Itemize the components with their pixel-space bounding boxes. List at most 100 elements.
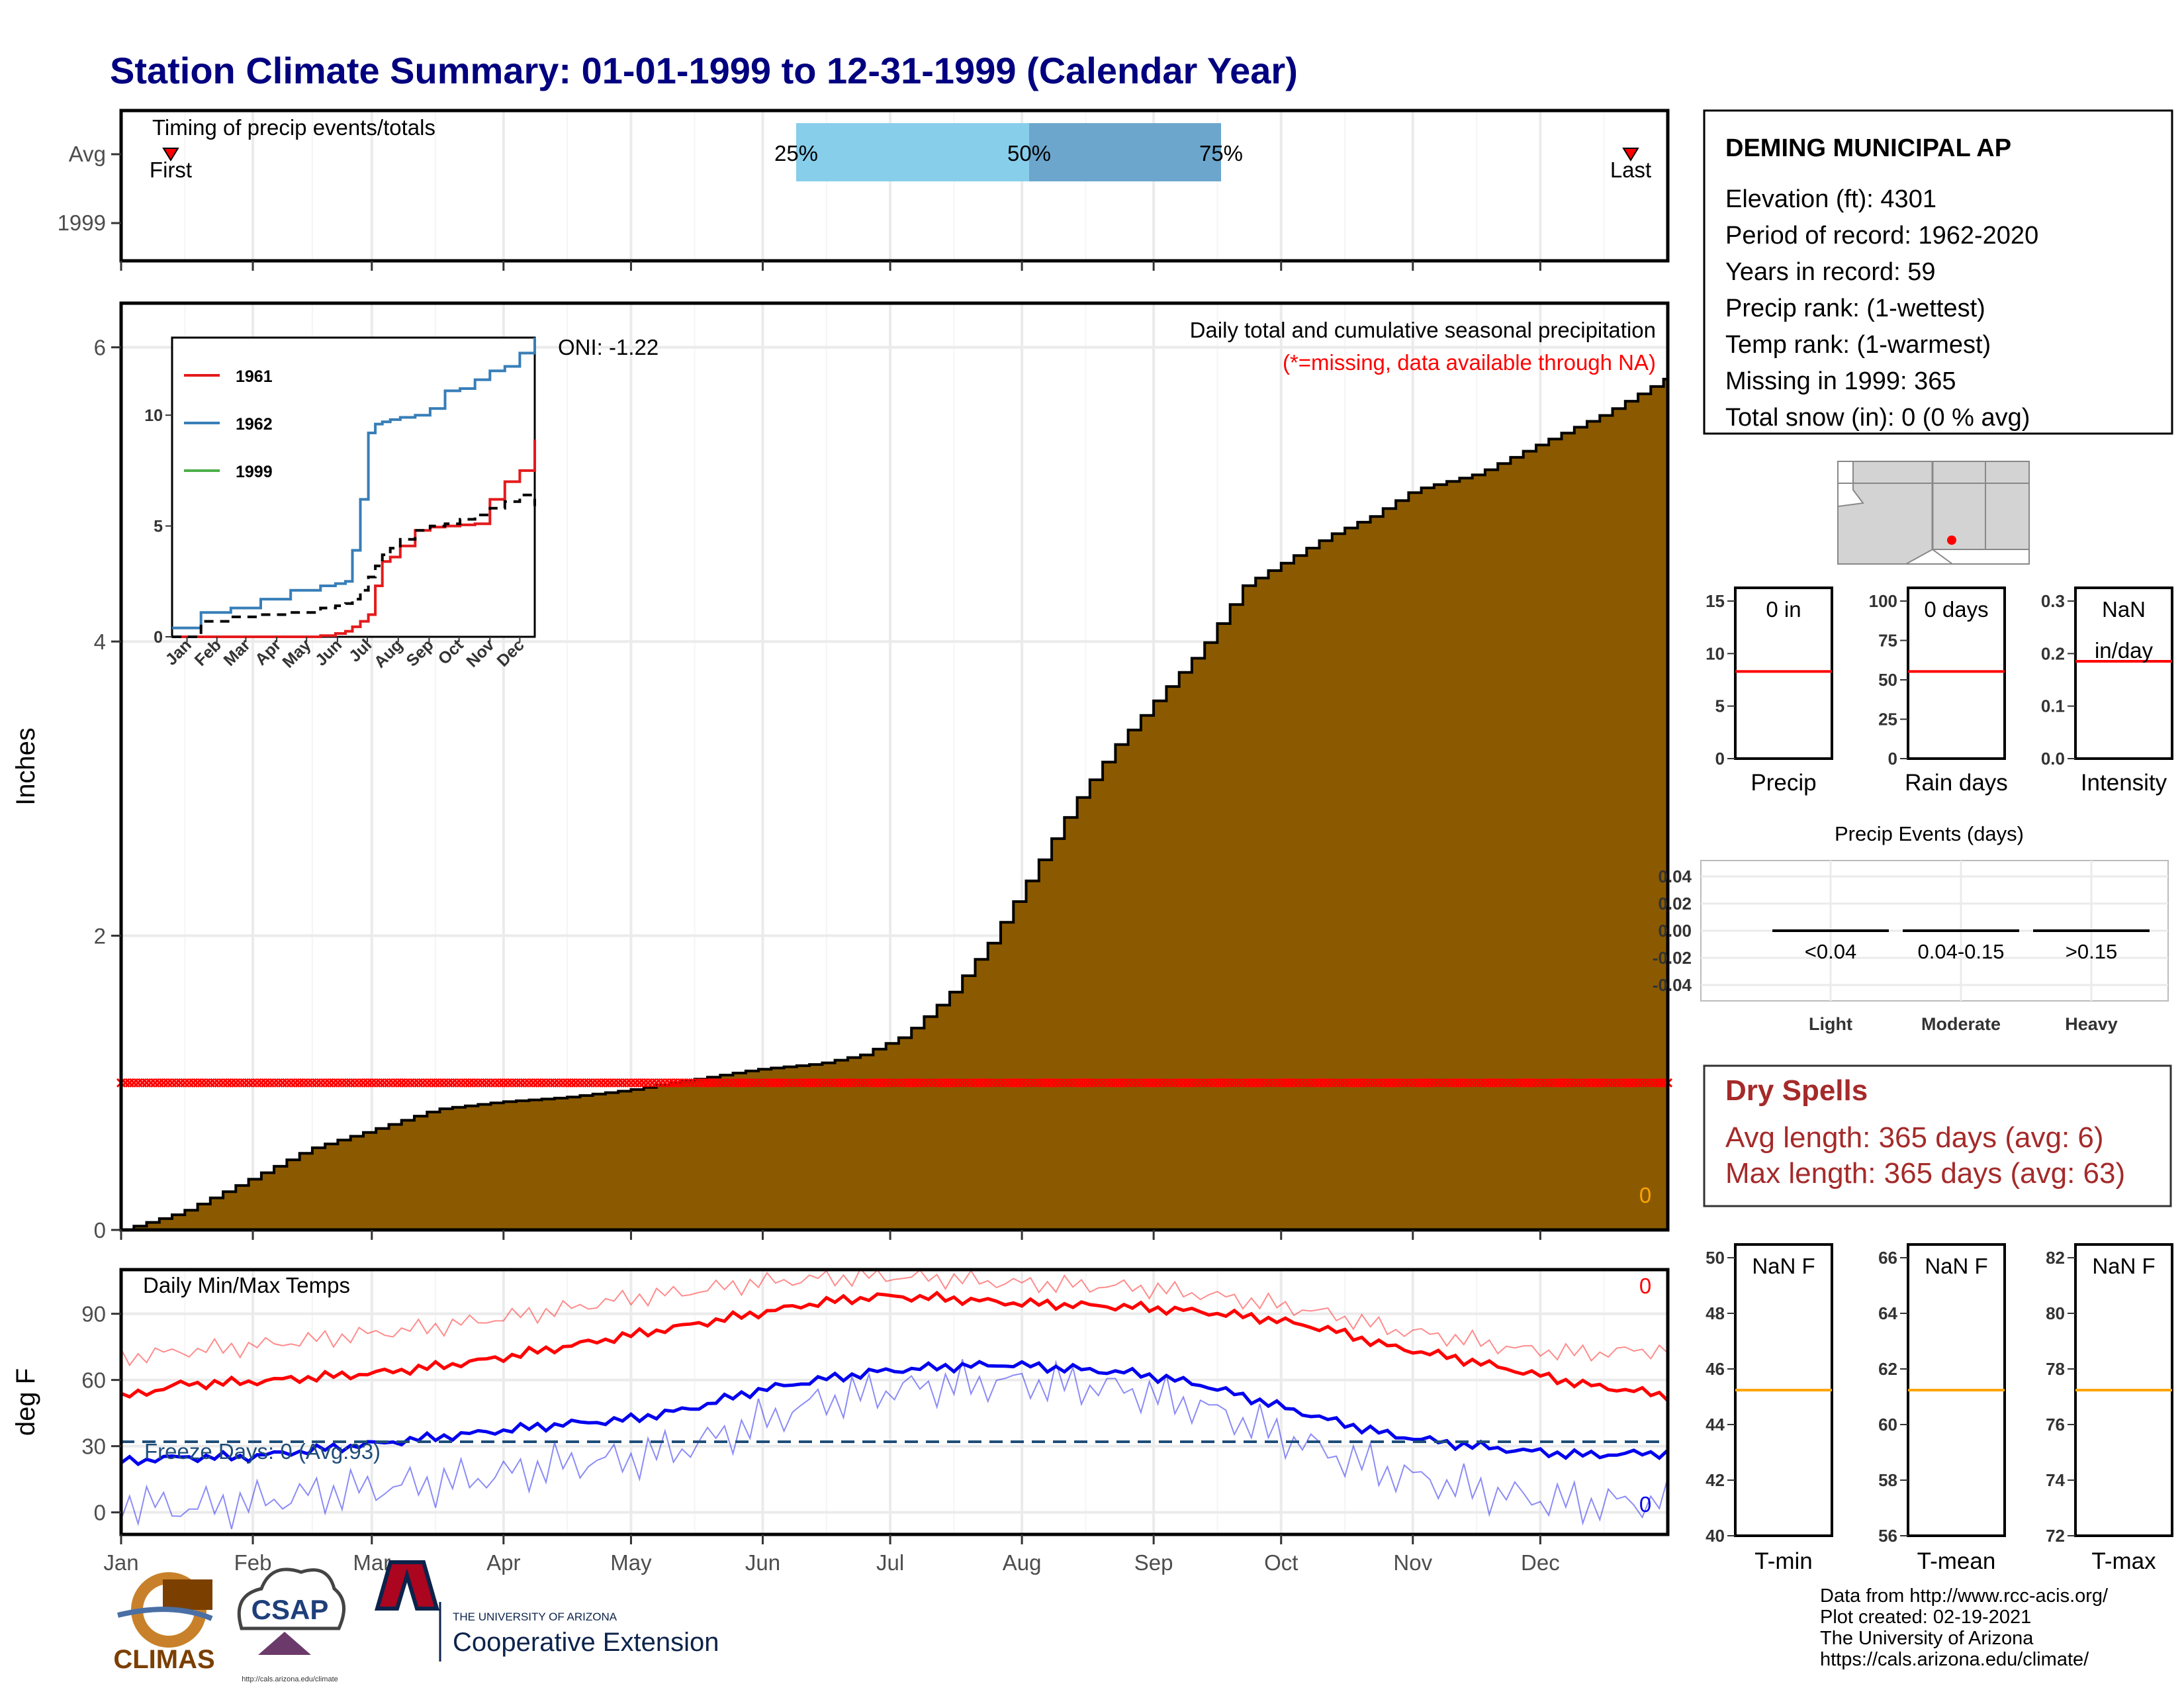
gauge-value: NaN F <box>1752 1254 1815 1278</box>
x-tick-label: Sep <box>1134 1550 1173 1575</box>
timing-iqr-lower <box>796 123 1029 181</box>
gauge-label: Rain days <box>1905 770 2008 796</box>
x-tick-label: Jul <box>876 1550 904 1575</box>
temp-ylabel: deg F <box>11 1368 40 1436</box>
gauge-tick-label: 0 <box>1888 749 1897 769</box>
gauge-label: Precip <box>1751 770 1816 796</box>
gauge-value: 0 days <box>1924 597 1988 622</box>
gauge-tick-label: 15 <box>1706 591 1725 611</box>
station-location-marker <box>1947 536 1956 545</box>
gauge-value: 0 in <box>1766 597 1801 622</box>
events-title: Precip Events (days) <box>1835 822 2024 845</box>
timing-p50-label: 50% <box>1007 141 1051 165</box>
inset-series-1961 <box>172 440 536 638</box>
y-tick-label: 60 <box>81 1368 106 1393</box>
timing-p25-label: 25% <box>774 141 818 165</box>
gauge-frame <box>1734 586 1833 760</box>
inset-y-tick-label: 10 <box>144 406 163 425</box>
precip-frame <box>119 301 1670 1232</box>
temp-max-count: 0 <box>1639 1274 1651 1298</box>
gauge-tick-label: 75 <box>1878 631 1897 651</box>
dry-spells-title: Dry Spells <box>1725 1074 1868 1107</box>
events-y-tick-label: -0.02 <box>1653 948 1692 968</box>
temp-min-count: 0 <box>1639 1492 1651 1517</box>
gauge-label: T-mean <box>1917 1548 1996 1574</box>
dry-spells-avg: Avg length: 365 days (avg: 6) <box>1725 1121 2104 1154</box>
precip-annotation-title: Daily total and cumulative seasonal prec… <box>1190 318 1656 342</box>
gauge-tick-label: 0 <box>1715 749 1725 769</box>
gauge-tick-label: 50 <box>1878 670 1897 690</box>
x-tick-label: Feb <box>234 1550 272 1575</box>
gauge-tick-label: 74 <box>2046 1470 2065 1490</box>
gauge-t-max: NaN F 82 80 78 76 74 72 T-max <box>2046 1243 2173 1574</box>
y-tick-label: 0 <box>94 1501 106 1525</box>
gauge-tick-label: 72 <box>2046 1526 2065 1546</box>
timing-first-label: First <box>150 158 192 182</box>
precip-annotation-missing: (*=missing, data available through NA) <box>1283 350 1656 375</box>
timing-title: Timing of precip events/totals <box>152 115 435 140</box>
gauge-tick-label: 0.0 <box>2041 749 2065 769</box>
timing-last-label: Last <box>1610 158 1651 182</box>
events-range-label: 0.04-0.15 <box>1918 940 2005 963</box>
credit-line: The University of Arizona <box>1820 1628 2034 1649</box>
freeze-days-label: Freeze Days: 0 (Avg:93) <box>144 1439 381 1464</box>
temp-series-avg-max <box>120 1290 1669 1402</box>
gauge-rain-days: 0 days 100 75 50 25 0 Rain days <box>1869 586 2008 796</box>
station-line: Period of record: 1962-2020 <box>1725 222 2038 250</box>
events-category-label: Moderate <box>1921 1014 2001 1034</box>
page-title: Station Climate Summary: 01-01-1999 to 1… <box>110 50 1298 91</box>
gauge-tick-label: 10 <box>1706 643 1725 663</box>
y-tick-label: 6 <box>94 336 106 360</box>
temp-panel: 0 30 60 90 deg F Daily Min/Max Temps Freeze… <box>11 1268 1670 1575</box>
gauge-tick-label: 0.1 <box>2041 696 2065 716</box>
gauge-label: Intensity <box>2081 770 2167 796</box>
gauge-precip: 0 in 15 10 5 0 Precip <box>1706 586 1833 796</box>
inset-y-tick-label: 0 <box>154 628 163 647</box>
gauge-tick-label: 0.3 <box>2041 591 2065 611</box>
gauge-tick-label: 78 <box>2046 1359 2065 1379</box>
timing-panel: Timing of precip events/totals Avg 1999 … <box>58 109 1670 271</box>
x-tick-label: Mar <box>353 1550 390 1575</box>
temp-title: Daily Min/Max Temps <box>143 1273 350 1297</box>
temp-frame <box>119 1268 1670 1536</box>
oni-label: ONI: -1.22 <box>558 335 659 359</box>
csap-logo-url: http://cals.arizona.edu/climate <box>242 1675 338 1683</box>
gauge-value: NaN <box>2102 597 2146 622</box>
gauge-label: T-max <box>2091 1548 2156 1574</box>
events-range-label: >0.15 <box>2066 940 2117 963</box>
legend-label: 1961 <box>236 367 273 386</box>
timing-iqr-upper <box>1029 123 1221 181</box>
station-line: Elevation (ft): 4301 <box>1725 185 1936 213</box>
gauge-tick-label: 76 <box>2046 1415 2065 1434</box>
y-tick-label: 4 <box>94 630 106 654</box>
timing-row-avg: Avg <box>69 142 106 166</box>
gauge-tick-label: 0.2 <box>2041 643 2065 663</box>
events-y-tick-label: -0.04 <box>1653 975 1692 995</box>
temp-series-record-min <box>120 1359 1668 1530</box>
precip-panel: 0 2 4 6 Inches Daily total and cumulative s… <box>11 301 1673 1243</box>
gauge-tick-label: 80 <box>2046 1303 2065 1323</box>
station-line: Total snow (in): 0 (0 % avg) <box>1725 404 2030 432</box>
gauge-tick-label: 66 <box>1878 1248 1897 1268</box>
events-y-tick-label: 0.00 <box>1658 921 1692 941</box>
legend-label: 1999 <box>236 463 273 481</box>
gauge-intensity: NaN in/day 0.3 0.2 0.1 0.0 Intensity <box>2041 586 2173 796</box>
dry-spells-max: Max length: 365 days (avg: 63) <box>1725 1157 2125 1190</box>
gauge-tick-label: 100 <box>1869 591 1897 611</box>
gauge-tick-label: 46 <box>1706 1359 1725 1379</box>
inset-y-tick-label: 5 <box>154 518 163 536</box>
gauge-t-min: NaN F 50 48 46 44 42 40 T-min <box>1706 1243 1833 1574</box>
csap-logo: CSAP http://cals.arizona.edu/climate <box>237 1568 346 1683</box>
events-range-label: <0.04 <box>1805 940 1856 963</box>
precip-count-label: 0 <box>1639 1183 1651 1207</box>
gauge-tick-label: 50 <box>1706 1248 1725 1268</box>
gauge-tick-label: 42 <box>1706 1470 1725 1490</box>
station-name: DEMING MUNICIPAL AP <box>1725 134 2011 162</box>
csap-logo-text: CSAP <box>251 1594 329 1625</box>
gauge-tick-label: 25 <box>1878 710 1897 729</box>
credits: Data from http://www.rcc-acis.org/ Plot … <box>1820 1585 2109 1670</box>
gauge-frame <box>1907 586 2006 760</box>
x-tick-label: Jan <box>103 1550 138 1575</box>
credit-line: Plot created: 02-19-2021 <box>1820 1607 2031 1628</box>
